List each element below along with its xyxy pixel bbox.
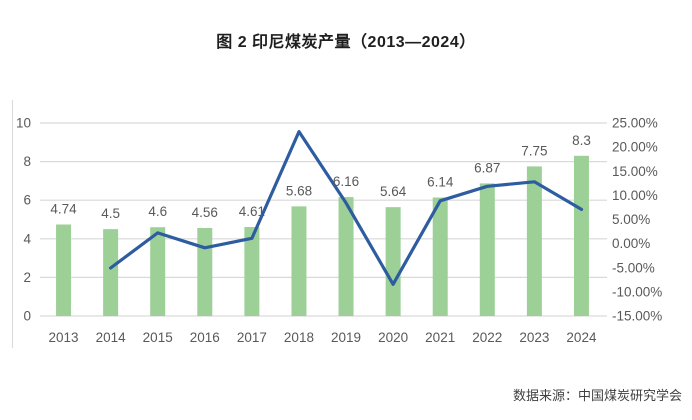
bar-value-label: 6.16 bbox=[333, 174, 359, 189]
left-axis-tick-label: 8 bbox=[23, 154, 31, 169]
right-axis-tick-label: 20.00% bbox=[612, 140, 658, 155]
bar-value-label: 4.56 bbox=[192, 205, 218, 220]
x-axis-year-label: 2017 bbox=[237, 330, 267, 345]
x-axis-year-label: 2019 bbox=[331, 330, 361, 345]
right-axis-tick-label: 0.00% bbox=[612, 236, 650, 251]
chart-title: 图 2 印尼煤炭产量（2013—2024） bbox=[216, 34, 476, 51]
data-source-note: 数据来源：中国煤炭研究学会 bbox=[512, 388, 682, 403]
right-axis-tick-label: 15.00% bbox=[612, 164, 658, 179]
right-axis-tick-label: 10.00% bbox=[612, 188, 658, 203]
production-bar bbox=[291, 206, 307, 316]
x-axis-year-label: 2018 bbox=[284, 330, 314, 345]
left-axis-tick-label: 4 bbox=[23, 231, 31, 246]
x-axis-year-label: 2016 bbox=[190, 330, 220, 345]
right-axis-tick-label: 5.00% bbox=[612, 212, 650, 227]
production-bar bbox=[103, 229, 119, 316]
x-axis-year-label: 2023 bbox=[519, 330, 549, 345]
production-bar bbox=[197, 227, 213, 316]
production-bar bbox=[150, 227, 166, 316]
x-axis-year-label: 2015 bbox=[143, 330, 173, 345]
growth-rate-line bbox=[108, 130, 584, 286]
right-axis-tick-label: -10.00% bbox=[612, 284, 662, 299]
bar-value-label: 6.87 bbox=[474, 160, 500, 175]
bar-value-label: 7.75 bbox=[521, 143, 547, 158]
left-axis-tick-label: 10 bbox=[16, 116, 31, 131]
bar-value-label: 5.68 bbox=[286, 183, 312, 198]
production-bar bbox=[385, 207, 401, 316]
x-axis-year-label: 2022 bbox=[472, 330, 502, 345]
bar-value-label: 4.6 bbox=[148, 204, 167, 219]
production-bar bbox=[338, 197, 354, 316]
x-axis-year-label: 2020 bbox=[378, 330, 408, 345]
bar-value-label: 5.64 bbox=[380, 184, 407, 199]
bar-value-label: 4.5 bbox=[101, 206, 120, 221]
bar-value-label: 4.61 bbox=[239, 204, 265, 219]
production-bar bbox=[479, 183, 495, 316]
production-bar bbox=[526, 166, 542, 316]
x-axis-year-label: 2013 bbox=[49, 330, 79, 345]
left-axis-tick-label: 0 bbox=[23, 309, 31, 324]
bar-value-label: 8.3 bbox=[572, 133, 591, 148]
right-axis-tick-label: -5.00% bbox=[612, 260, 655, 275]
right-axis-tick-label: -15.00% bbox=[612, 309, 662, 324]
bar-value-label: 6.14 bbox=[427, 174, 454, 189]
x-axis-year-label: 2021 bbox=[425, 330, 455, 345]
production-bar bbox=[573, 155, 589, 316]
bar-value-label: 4.74 bbox=[50, 202, 77, 217]
production-bar bbox=[244, 227, 260, 316]
production-bar bbox=[56, 224, 72, 316]
x-axis-year-label: 2024 bbox=[566, 330, 597, 345]
right-axis-tick-label: 25.00% bbox=[612, 116, 658, 131]
left-axis-tick-label: 2 bbox=[23, 270, 31, 285]
left-axis-tick-label: 6 bbox=[23, 193, 31, 208]
x-axis-year-label: 2014 bbox=[96, 330, 127, 345]
production-bar bbox=[432, 197, 448, 316]
